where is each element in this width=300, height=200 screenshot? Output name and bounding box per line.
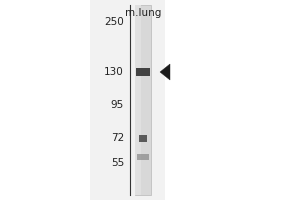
Bar: [135, 5, 141, 195]
Bar: [139, 135, 147, 142]
Text: m.lung: m.lung: [125, 8, 161, 18]
Text: 95: 95: [111, 100, 124, 110]
Bar: [165, 0, 300, 200]
Text: 55: 55: [111, 158, 124, 168]
Text: 130: 130: [104, 67, 124, 77]
Text: 72: 72: [111, 133, 124, 143]
Bar: [0, 0, 90, 200]
Bar: [90, 0, 300, 200]
Bar: [135, 5, 151, 195]
Text: 250: 250: [104, 17, 124, 27]
Bar: [136, 68, 150, 76]
Bar: [137, 154, 149, 160]
Polygon shape: [160, 64, 170, 80]
